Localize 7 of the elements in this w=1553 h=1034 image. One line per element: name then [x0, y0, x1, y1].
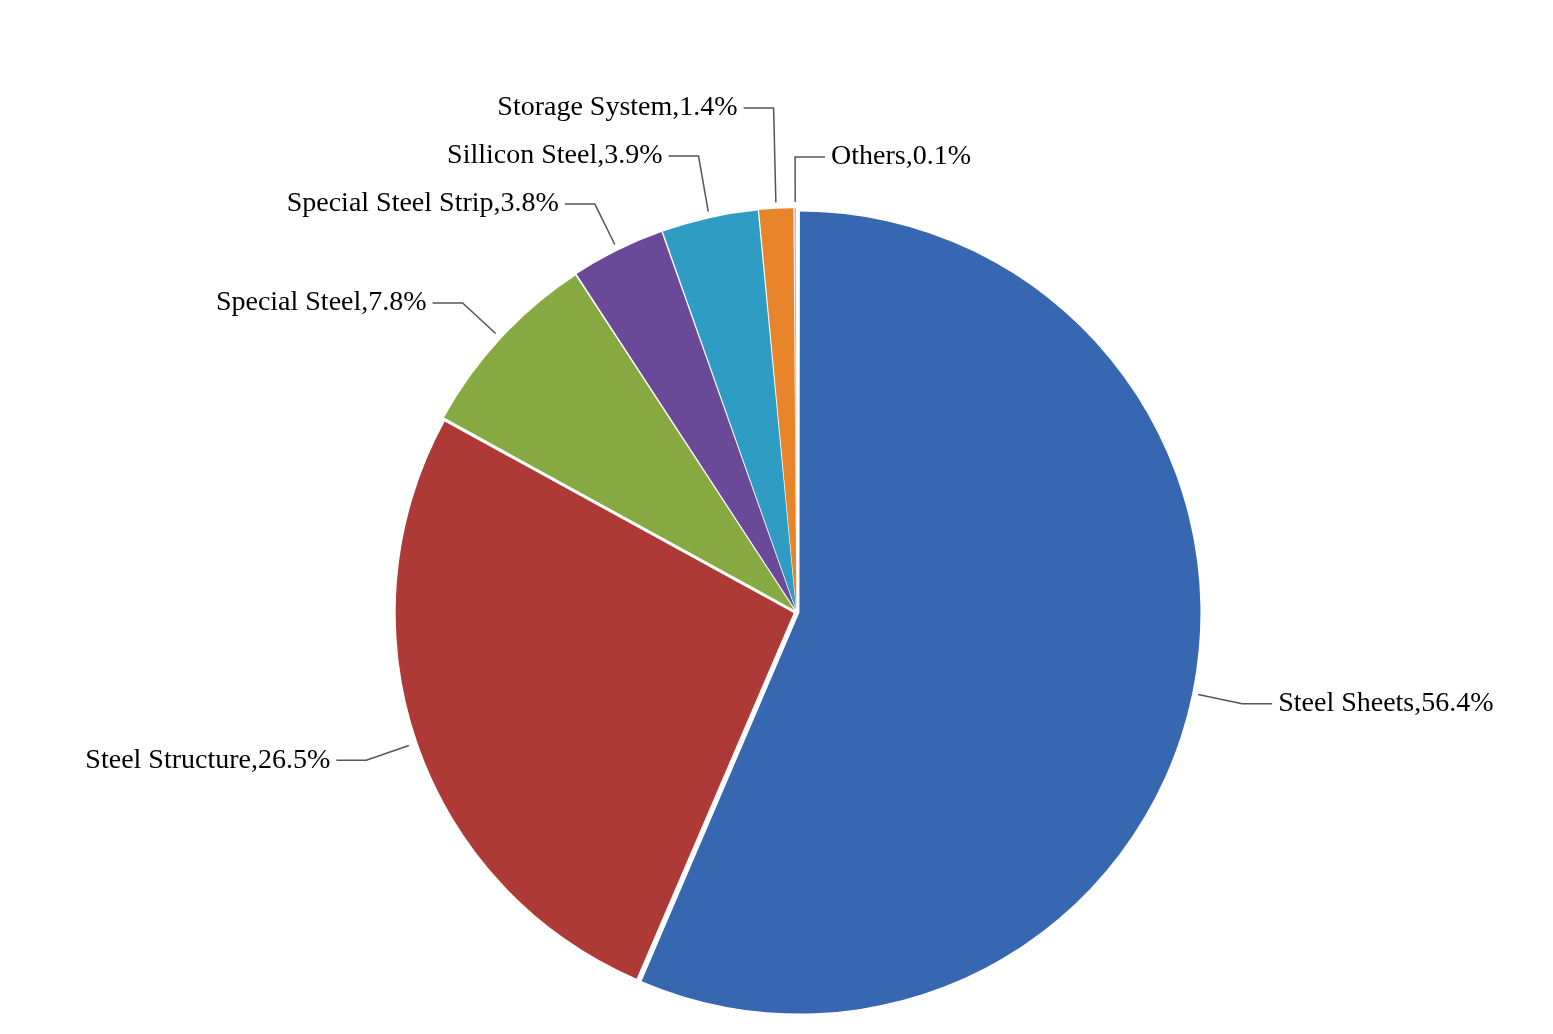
slice-label: Special Steel Strip,3.8% [286, 186, 559, 218]
slice-label: Special Steel,7.8% [215, 285, 427, 317]
slice-label: Steel Sheets,56.4% [1278, 686, 1494, 718]
slice-label: Sillicon Steel,3.9% [447, 138, 663, 170]
slice-label: Storage System,1.4% [497, 90, 738, 122]
slice-label: Steel Structure,26.5% [85, 742, 331, 774]
slice-label: Others,0.1% [831, 139, 972, 171]
